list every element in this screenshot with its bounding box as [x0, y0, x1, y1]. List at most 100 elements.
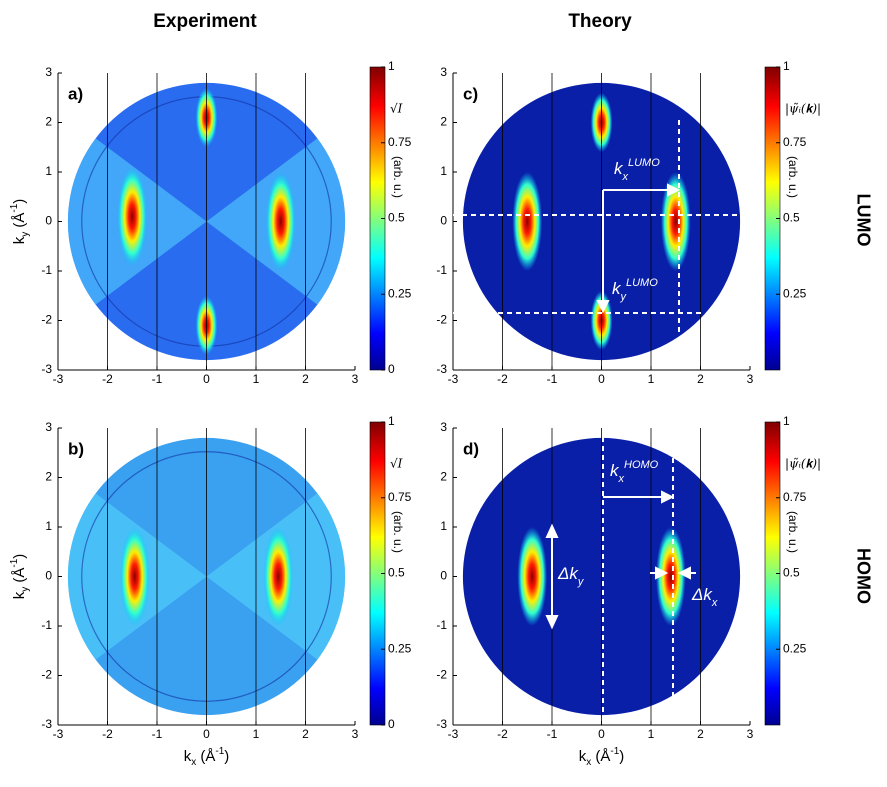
x-tick-label: -1 [152, 727, 163, 741]
annotation-part: Δk [691, 585, 713, 604]
colorbar-tick-label: 0.75 [783, 135, 807, 149]
y-tick-label: 1 [440, 519, 447, 533]
label-part: ) [224, 748, 229, 765]
annotation-part: x [711, 597, 718, 609]
colorbar-unit: (arb. u.) [786, 156, 800, 198]
panel: -3-2-10123-3-2-10123b)kx (Å-1)ky (Å-1)00… [9, 414, 412, 767]
x-tick-label: -3 [448, 727, 459, 741]
y-tick-label: 2 [45, 470, 52, 484]
y-tick-label: -3 [41, 362, 52, 376]
colorbar-tick-label: 0.5 [388, 566, 405, 580]
x-tick-label: 2 [302, 372, 309, 386]
y-tick-label: -2 [41, 313, 52, 327]
x-tick-label: 3 [747, 727, 754, 741]
x-tick-label: -2 [102, 372, 113, 386]
peak [120, 527, 150, 626]
x-tick-label: 2 [697, 727, 704, 741]
x-tick-label: 1 [648, 727, 655, 741]
axis-label: kx (Å-1) [579, 746, 625, 768]
colorbar-tick-label: 0.25 [388, 286, 412, 300]
y-tick-label: 0 [440, 569, 447, 583]
colorbar-tick-label: 0.75 [388, 135, 412, 149]
x-tick-label: 3 [747, 372, 754, 386]
column-header: Theory [568, 11, 632, 32]
x-tick-label: 2 [302, 727, 309, 741]
panel-title: c) [463, 84, 478, 103]
colorbar-tick-label: 1 [783, 414, 790, 428]
colorbar-tick-label: 0.5 [783, 211, 800, 225]
y-tick-label: 1 [45, 164, 52, 178]
panel-title: a) [68, 84, 83, 103]
row-label: LUMO [853, 194, 873, 247]
colorbar-tick-label: 1 [783, 59, 790, 73]
y-tick-label: 3 [440, 65, 447, 79]
y-tick-label: 3 [440, 420, 447, 434]
annotation-part: LUMO [626, 277, 658, 289]
y-tick-label: -1 [436, 618, 447, 632]
colorbar-tick-label: 0.5 [783, 566, 800, 580]
y-tick-label: 2 [45, 115, 52, 129]
y-tick-label: 1 [45, 519, 52, 533]
annotation-part: LUMO [628, 157, 660, 169]
colorbar-label: |ψ̃ᵢ(𝐤)| [785, 102, 821, 116]
x-tick-label: -1 [547, 372, 558, 386]
label-part: ) [11, 554, 28, 559]
annotation-part: HOMO [624, 459, 659, 471]
colorbar-tick-label: 0.25 [388, 641, 412, 655]
x-tick-label: 0 [598, 727, 605, 741]
y-tick-label: -2 [436, 313, 447, 327]
x-tick-label: -1 [152, 372, 163, 386]
colorbar-tick-label: 0 [388, 362, 395, 376]
y-tick-label: 2 [440, 115, 447, 129]
panel-title: d) [463, 439, 479, 458]
axis-label: ky (Å-1) [9, 199, 31, 245]
label-part: (Å [11, 213, 28, 232]
y-tick-label: -1 [436, 263, 447, 277]
x-tick-label: 1 [253, 727, 260, 741]
x-tick-label: 1 [648, 372, 655, 386]
x-tick-label: -3 [53, 727, 64, 741]
x-tick-label: 0 [203, 372, 210, 386]
y-tick-label: -1 [41, 618, 52, 632]
x-tick-label: 3 [352, 727, 359, 741]
colorbar-tick-label: 0.25 [783, 641, 807, 655]
label-part: (Å [196, 748, 215, 765]
y-tick-label: -3 [436, 717, 447, 731]
y-tick-label: -2 [41, 668, 52, 682]
peak [661, 172, 691, 271]
y-tick-label: 0 [45, 569, 52, 583]
annotation-part: x [622, 171, 629, 183]
colorbar-unit: (arb. u.) [391, 156, 405, 198]
y-tick-label: -2 [436, 668, 447, 682]
y-tick-label: 1 [440, 164, 447, 178]
y-tick-label: -3 [41, 717, 52, 731]
peak [517, 527, 547, 626]
peak [512, 172, 542, 271]
column-header: Experiment [153, 11, 257, 32]
colorbar-label: |ψ̃ᵢ(𝐤)| [785, 457, 821, 471]
colorbar-tick-label: 1 [388, 59, 395, 73]
label-part: ) [11, 199, 28, 204]
panel: -3-2-10123-3-2-10123c)0.250.50.751|ψ̃ᵢ(𝐤… [436, 59, 821, 386]
colorbar-tick-label: 0.25 [783, 286, 807, 300]
x-tick-label: 3 [352, 372, 359, 386]
x-tick-label: -1 [547, 727, 558, 741]
panel-title: b) [68, 439, 84, 458]
label-part: (Å [591, 748, 610, 765]
colorbar-unit: (arb. u.) [391, 511, 405, 553]
y-tick-label: -3 [436, 362, 447, 376]
peak [117, 167, 147, 266]
x-tick-label: -2 [497, 727, 508, 741]
x-tick-label: -2 [102, 727, 113, 741]
page: Experiment Theory LUMO HOMO -3-2-10123-3… [0, 0, 887, 787]
row-label: HOMO [853, 548, 873, 604]
y-tick-label: 0 [440, 214, 447, 228]
colorbar-tick-label: 0 [388, 717, 395, 731]
annotation-part: Δk [557, 564, 579, 583]
label-part: ) [619, 748, 624, 765]
peak [266, 172, 296, 271]
peak [263, 527, 293, 626]
colorbar-label: √I [390, 102, 403, 116]
panels: -3 -2 -1 0 1 2 3 -3 -2 -1 0 1 2 3 a) ky (Å-1) 0 0.25 0.5 0.… [9, 59, 821, 767]
